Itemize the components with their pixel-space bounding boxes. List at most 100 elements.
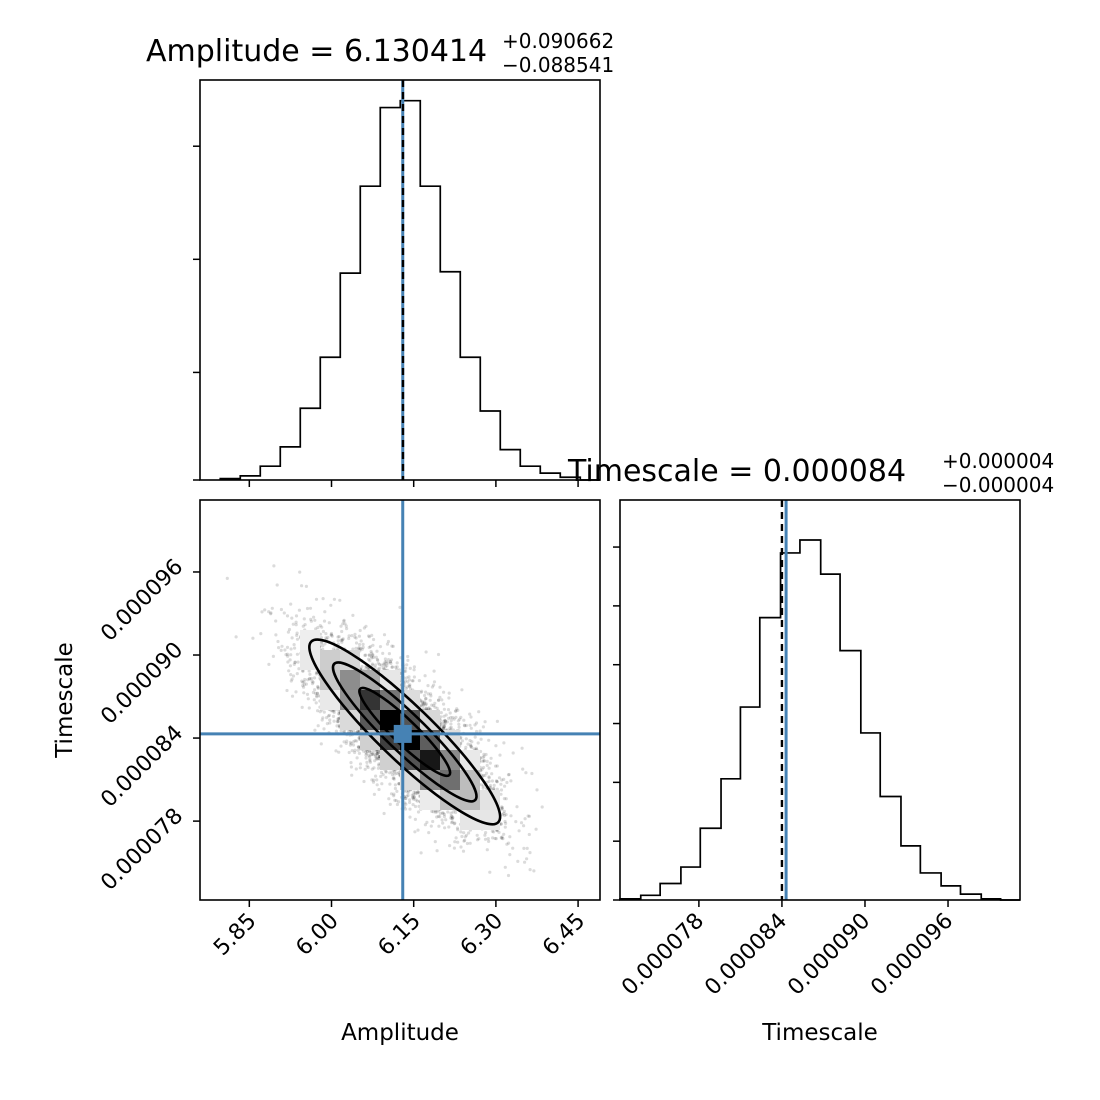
joint-sample-point	[302, 691, 306, 695]
joint-sample-point	[406, 789, 411, 793]
joint-sample-point	[332, 597, 336, 601]
joint-sample-point	[522, 846, 526, 851]
joint-sample-point	[375, 757, 379, 761]
joint-sample-point	[390, 773, 395, 777]
joint-sample-point	[344, 741, 348, 746]
joint-sample-point	[382, 667, 386, 671]
joint-sample-point	[404, 679, 408, 683]
joint-sample-point	[374, 753, 378, 757]
joint-sample-point	[514, 820, 518, 824]
joint-sample-point	[490, 779, 494, 783]
joint-sample-point	[487, 776, 491, 780]
joint-sample-point	[525, 857, 529, 861]
joint-sample-point	[326, 635, 330, 640]
joint-sample-point	[313, 618, 317, 622]
joint-sample-point	[322, 727, 326, 731]
joint-sample-point	[357, 745, 361, 749]
joint-sample-point	[315, 694, 319, 698]
joint-sample-point	[368, 759, 372, 763]
joint-sample-point	[390, 644, 394, 648]
joint-sample-point	[410, 679, 414, 683]
joint-sample-point	[429, 692, 433, 696]
timescale-histogram-bar	[941, 886, 960, 900]
joint-sample-point	[495, 719, 499, 724]
joint-sample-point	[353, 739, 357, 743]
joint-sample-point	[463, 724, 467, 728]
joint-sample-point	[392, 792, 396, 796]
joint-sample-point	[436, 814, 441, 819]
joint-sample-point	[463, 838, 467, 843]
joint-sample-point	[375, 657, 379, 662]
joint-sample-point	[419, 703, 423, 707]
joint-sample-point	[433, 810, 438, 814]
joint-sample-point	[406, 654, 410, 659]
joint-sample-point	[407, 678, 412, 682]
joint-sample-point	[302, 680, 306, 684]
joint-sample-point	[451, 820, 455, 824]
joint-sample-point	[251, 636, 255, 640]
joint-sample-point	[492, 787, 496, 791]
joint-sample-point	[390, 665, 394, 669]
joint-sample-point	[341, 622, 345, 626]
joint-sample-point	[372, 778, 376, 782]
joint-sample-point	[329, 633, 333, 637]
joint-sample-point	[417, 791, 421, 795]
joint-sample-point	[454, 810, 458, 815]
joint-sample-point	[449, 814, 453, 818]
joint-sample-point	[412, 675, 416, 679]
joint-sample-point	[386, 661, 390, 665]
joint-sample-point	[437, 809, 441, 813]
joint-sample-point	[374, 756, 378, 760]
joint-sample-point	[389, 661, 393, 666]
joint-sample-point	[322, 619, 327, 623]
joint-sample-point	[405, 794, 409, 798]
joint-sample-point	[390, 770, 394, 774]
amplitude-histogram-bars	[219, 99, 601, 481]
joint-sample-point	[289, 653, 293, 657]
joint-sample-point	[371, 751, 375, 755]
joint-sample-point	[305, 692, 310, 697]
joint-sample-point	[370, 655, 374, 659]
joint-sample-point	[378, 666, 382, 671]
joint-sample-point	[424, 702, 428, 706]
joint-sample-point	[500, 806, 504, 811]
joint-sample-point	[307, 669, 311, 673]
joint-sample-point	[388, 771, 392, 775]
joint-sample-point	[374, 655, 378, 659]
joint-sample-point	[358, 642, 362, 647]
joint-sample-point	[502, 797, 506, 801]
joint-sample-point	[308, 677, 312, 681]
joint-sample-point	[314, 691, 318, 696]
joint-sample-point	[376, 749, 380, 753]
joint-sample-point	[374, 774, 378, 778]
joint-sample-point	[499, 836, 503, 840]
joint-sample-point	[442, 714, 446, 718]
joint-sample-point	[468, 723, 472, 727]
joint-sample-point	[494, 744, 498, 748]
joint-sample-point	[441, 726, 445, 731]
joint-sample-point	[345, 739, 349, 743]
joint-sample-point	[478, 729, 482, 733]
joint-sample-point	[417, 679, 421, 683]
joint-sample-point	[269, 611, 273, 615]
joint-sample-point	[469, 726, 473, 730]
joint-sample-point	[427, 831, 431, 835]
joint-sample-point	[438, 695, 442, 699]
joint-sample-point	[364, 653, 368, 657]
joint-sample-point	[502, 809, 506, 814]
joint-sample-point	[280, 644, 284, 648]
joint-sample-point	[424, 706, 428, 711]
joint-sample-point	[463, 835, 467, 839]
joint-sample-point	[374, 754, 378, 759]
joint-sample-point	[347, 634, 351, 638]
timescale-histogram-x-tick-label: 0.000084	[700, 909, 792, 1001]
joint-sample-point	[378, 662, 382, 667]
joint-sample-point	[504, 813, 508, 817]
joint-sample-point	[311, 680, 315, 684]
joint-sample-point	[351, 740, 356, 744]
joint-sample-point	[358, 766, 362, 770]
joint-sample-point	[517, 829, 521, 833]
joint-sample-point	[502, 832, 506, 836]
joint-sample-point	[225, 576, 229, 581]
joint-sample-point	[302, 617, 306, 621]
